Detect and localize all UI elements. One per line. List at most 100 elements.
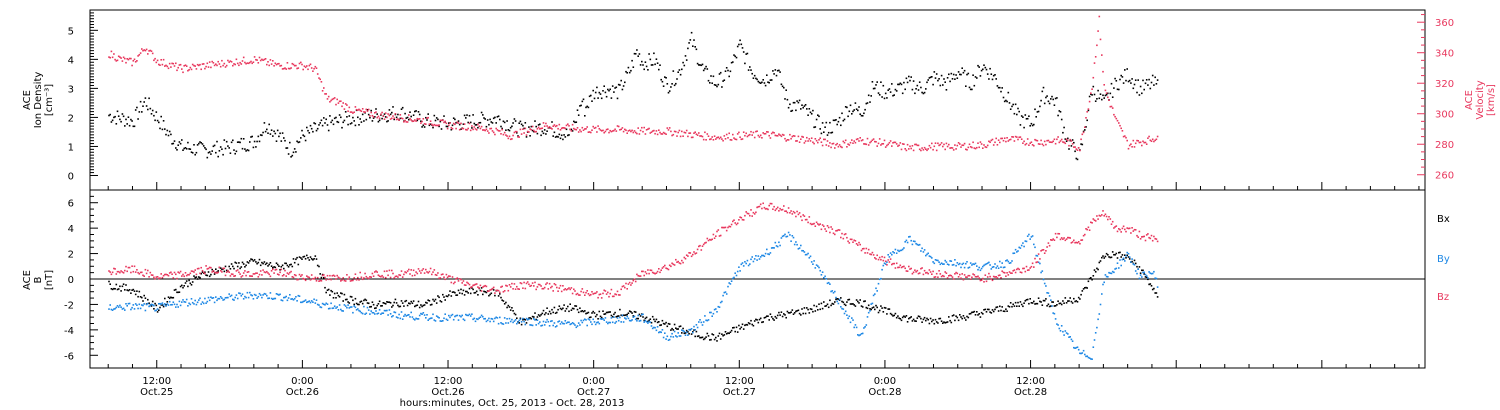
data-point (119, 271, 121, 274)
data-point (1029, 298, 1031, 300)
data-point (427, 116, 429, 119)
data-point (971, 88, 973, 91)
data-point (360, 311, 363, 314)
data-point (750, 130, 752, 133)
data-point (1020, 115, 1023, 117)
data-point (530, 324, 533, 326)
data-point (959, 273, 961, 276)
data-point (590, 131, 592, 134)
data-point (225, 140, 228, 143)
data-point (357, 109, 359, 111)
data-point (554, 125, 557, 128)
data-point (486, 319, 489, 322)
data-point (1092, 85, 1095, 88)
data-point (851, 317, 853, 319)
data-point (1062, 238, 1064, 240)
data-point (1149, 272, 1152, 274)
data-point (1092, 275, 1095, 277)
data-point (1046, 292, 1048, 294)
data-point (819, 128, 821, 130)
data-point (1133, 146, 1136, 148)
data-point (701, 336, 704, 339)
data-point (472, 114, 474, 116)
data-point (968, 274, 971, 277)
data-point (642, 130, 644, 133)
data-point (974, 314, 977, 316)
data-point (616, 97, 619, 100)
data-point (647, 322, 649, 324)
data-point (1139, 238, 1142, 240)
data-point (1012, 303, 1014, 306)
right-ylabel-line2: Velocity (1475, 80, 1486, 119)
data-point (302, 134, 304, 136)
data-point (333, 97, 336, 99)
data-point (1062, 141, 1064, 143)
data-point (286, 299, 289, 302)
data-point (571, 322, 574, 324)
data-point (176, 303, 178, 306)
data-point (182, 149, 184, 151)
data-point (348, 307, 351, 309)
data-point (262, 262, 264, 265)
data-point (234, 261, 236, 264)
data-point (1019, 301, 1022, 303)
data-point (790, 110, 792, 112)
data-point (909, 145, 911, 148)
data-point (904, 148, 906, 150)
data-point (421, 269, 423, 272)
data-point (370, 310, 372, 312)
data-point (957, 319, 960, 322)
data-point (386, 309, 388, 312)
data-point (397, 317, 399, 319)
data-point (677, 71, 679, 73)
data-point (148, 276, 150, 278)
data-point (630, 69, 632, 72)
data-point (859, 299, 861, 301)
data-point (857, 334, 859, 336)
data-point (655, 318, 658, 321)
data-point (814, 138, 817, 140)
data-point (499, 293, 501, 295)
data-point (957, 276, 960, 278)
data-point (285, 147, 287, 149)
data-point (552, 290, 554, 292)
data-point (814, 126, 817, 128)
data-point (994, 263, 996, 265)
data-point (643, 126, 645, 129)
data-point (518, 322, 520, 324)
data-point (114, 115, 116, 118)
data-point (428, 318, 431, 320)
data-point (475, 129, 478, 131)
data-point (915, 143, 917, 146)
data-point (545, 321, 547, 323)
data-point (1042, 144, 1045, 147)
data-point (258, 140, 261, 143)
data-point (602, 90, 604, 92)
data-point (776, 135, 779, 137)
data-point (1075, 241, 1078, 244)
data-point (216, 64, 218, 67)
data-point (397, 276, 399, 278)
data-point (870, 308, 872, 311)
data-point (696, 326, 699, 329)
data-point (176, 291, 178, 294)
data-point (801, 308, 803, 310)
data-point (375, 310, 377, 312)
data-point (871, 139, 874, 141)
data-point (990, 139, 993, 142)
data-point (1069, 138, 1071, 141)
data-point (1094, 220, 1097, 222)
data-point (628, 71, 631, 74)
data-point (528, 131, 530, 133)
data-point (127, 116, 130, 118)
data-point (444, 299, 446, 301)
data-point (408, 268, 410, 271)
legend-bx: Bx (1437, 214, 1450, 225)
data-point (804, 253, 807, 256)
data-point (695, 48, 698, 51)
data-point (366, 277, 369, 279)
data-point (796, 140, 798, 142)
data-point (706, 68, 709, 70)
data-point (1079, 242, 1081, 245)
data-point (499, 291, 501, 294)
